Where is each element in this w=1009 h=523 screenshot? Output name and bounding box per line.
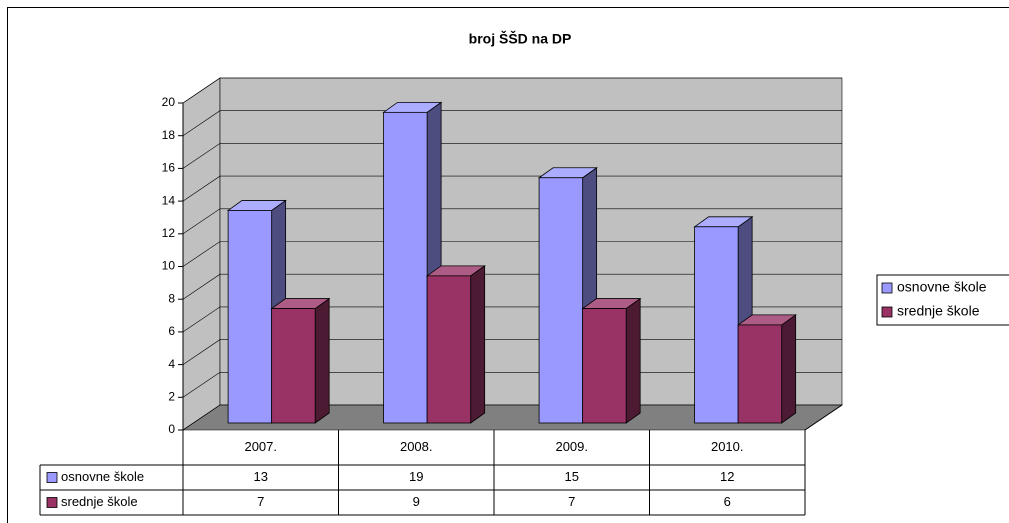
y-tick-label: 8 bbox=[168, 291, 175, 305]
y-tick-label: 14 bbox=[162, 193, 176, 207]
y-tick-label: 6 bbox=[168, 324, 175, 338]
grid-line bbox=[182, 273, 842, 300]
table-value: 9 bbox=[413, 494, 420, 509]
table-row-label: osnovne škole bbox=[61, 469, 144, 484]
bar bbox=[227, 210, 273, 424]
y-tick-label: 18 bbox=[162, 128, 176, 142]
grid-line bbox=[182, 143, 842, 169]
legend-swatch bbox=[881, 282, 893, 294]
bar bbox=[383, 111, 428, 424]
legend-label: osnovne škole bbox=[897, 279, 987, 295]
table-value: 7 bbox=[568, 494, 575, 509]
table-value: 7 bbox=[257, 494, 264, 509]
x-tick-label: 2010. bbox=[711, 439, 744, 454]
legend-swatch bbox=[881, 306, 893, 318]
table-row-label: srednje škole bbox=[61, 494, 138, 509]
table-value: 12 bbox=[720, 469, 734, 484]
bar-side bbox=[625, 297, 641, 424]
bar bbox=[582, 308, 627, 424]
y-tick-label: 16 bbox=[162, 161, 176, 175]
y-tick-label: 12 bbox=[162, 226, 176, 240]
table-swatch bbox=[46, 497, 58, 508]
y-tick-label: 20 bbox=[162, 95, 176, 109]
table-value: 19 bbox=[409, 469, 423, 484]
bar-side bbox=[314, 297, 330, 424]
bar bbox=[737, 324, 783, 424]
table-line bbox=[804, 404, 843, 431]
grid-line bbox=[182, 175, 842, 202]
bar-side bbox=[781, 314, 797, 424]
chart-title: broj ŠŠD na DP bbox=[469, 30, 572, 47]
y-tick-label: 0 bbox=[168, 422, 175, 436]
y-tick-label: 10 bbox=[162, 259, 176, 273]
grid-line bbox=[182, 110, 842, 136]
grid-line bbox=[182, 241, 842, 267]
table-value: 13 bbox=[254, 469, 268, 484]
bar-side bbox=[470, 265, 486, 424]
x-tick-label: 2008. bbox=[400, 439, 433, 454]
table-value: 6 bbox=[724, 494, 731, 509]
x-tick-label: 2007. bbox=[244, 439, 277, 454]
legend-box bbox=[876, 274, 1009, 326]
table-swatch bbox=[46, 472, 58, 483]
grid-line bbox=[182, 77, 842, 104]
bar bbox=[694, 226, 739, 424]
table-value: 15 bbox=[565, 469, 579, 484]
y-tick-label: 4 bbox=[168, 357, 175, 371]
x-tick-label: 2009. bbox=[555, 439, 588, 454]
grid-line bbox=[182, 208, 842, 235]
bar bbox=[426, 275, 472, 424]
legend-label: srednje škole bbox=[897, 303, 980, 319]
y-tick-label: 2 bbox=[168, 389, 175, 403]
bar bbox=[538, 177, 584, 424]
bar bbox=[271, 308, 316, 424]
